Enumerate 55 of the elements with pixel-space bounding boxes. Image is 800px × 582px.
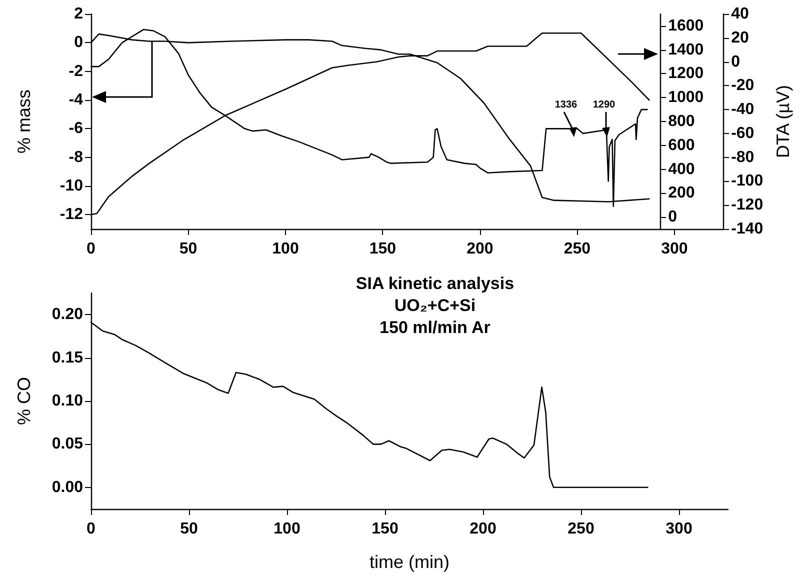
y-tick-label: 2 (74, 6, 84, 22)
y2-tick-label: 1600 (668, 17, 704, 34)
y2-tick-label: 600 (668, 136, 695, 154)
y-tick-label: -10 (60, 178, 84, 194)
y3-tick-label: 0 (731, 53, 740, 70)
y3-tick-label: -120 (731, 196, 764, 214)
y-tick-label: -12 (60, 206, 84, 224)
x-tick-label: 0 (86, 520, 96, 538)
y2-tick-label: 1200 (668, 65, 704, 82)
annotation: 150 ml/min Ar (380, 318, 491, 337)
annotation: 1290 (592, 100, 616, 110)
y3-tick-label: -40 (731, 101, 754, 118)
y3-tick-label: -100 (731, 172, 764, 190)
y-tick-label: 0.15 (52, 349, 84, 366)
y-tick-label: 0.05 (52, 436, 84, 453)
x-tick-label: 150 (372, 520, 398, 538)
y3-tick-label: 40 (731, 6, 749, 22)
y-tick-label: -8 (68, 148, 84, 166)
x-tick-label: 50 (179, 240, 198, 258)
y-tick-label: -2 (68, 62, 84, 80)
y-tick-label: 0.20 (52, 306, 84, 324)
x-axis-title: time (min) (370, 552, 450, 572)
y-tick-label: 0 (74, 34, 84, 52)
x-tick-label: 50 (180, 520, 198, 538)
x-tick-label: 250 (564, 240, 591, 258)
y-tick-label: 0.10 (52, 392, 84, 410)
x-tick-label: 300 (661, 240, 688, 258)
y3-tick-label: -60 (731, 124, 754, 142)
annotation: UO₂+C+Si (394, 296, 476, 315)
y3-axis-title: DTA (µV) (773, 84, 793, 158)
x-tick-label: 250 (568, 520, 594, 538)
y2-tick-label: 0 (668, 208, 678, 226)
x-tick-label: 150 (369, 240, 396, 258)
y-axis-title: % CO (14, 376, 34, 426)
y-tick-label: -4 (68, 92, 84, 108)
x-tick-label: 200 (466, 240, 494, 258)
annotation: 1336 (554, 100, 578, 110)
y2-tick-label: 800 (668, 113, 695, 130)
y3-tick-label: 20 (731, 29, 749, 46)
x-tick-label: 100 (272, 240, 299, 258)
y3-tick-label: -140 (731, 220, 764, 238)
x-tick-label: 100 (274, 520, 300, 538)
x-tick-label: 200 (470, 520, 496, 538)
y-tick-label: -6 (68, 120, 84, 138)
x-tick-label: 300 (666, 520, 692, 538)
y2-tick-label: 1000 (668, 89, 704, 106)
y2-tick-label: 1400 (668, 41, 704, 58)
y3-tick-label: -80 (731, 148, 754, 166)
y2-tick-label: 200 (668, 184, 695, 202)
x-tick-label: 0 (86, 240, 96, 258)
y-axis-title: % mass (14, 89, 34, 154)
y2-tick-label: 400 (668, 160, 695, 178)
text: SIA kinetic analysis (356, 274, 514, 293)
y-tick-label: 0.00 (52, 478, 84, 496)
y3-tick-label: -20 (731, 77, 754, 94)
